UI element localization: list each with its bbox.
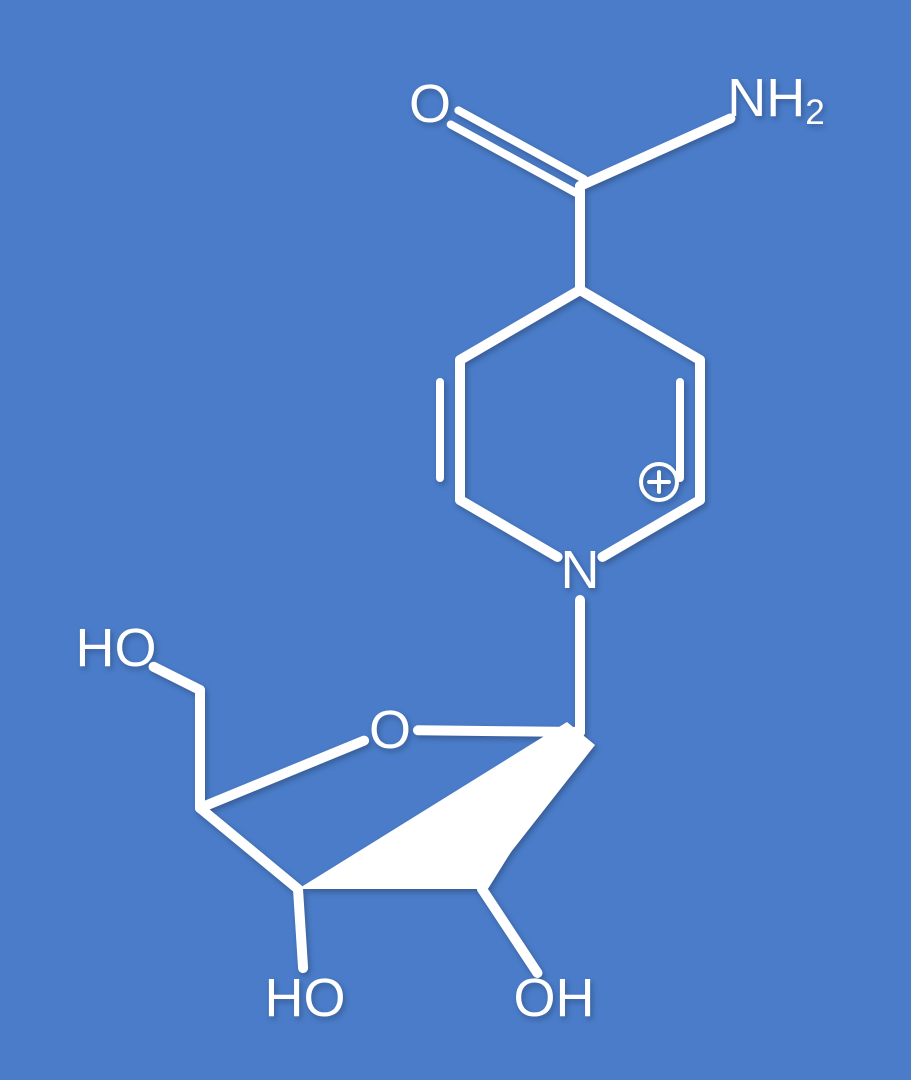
atom-label-OH_r: OH xyxy=(514,968,595,1028)
atom-label-NH2: NH2 xyxy=(727,68,825,132)
atom-label-HO_top: HO xyxy=(76,618,157,678)
atom-label-O_dbl: O xyxy=(409,74,451,134)
atom-label-N_ring: N xyxy=(561,540,600,600)
bond-single xyxy=(154,667,200,690)
bond-single xyxy=(482,889,537,973)
bond-single xyxy=(298,889,303,968)
molecule-diagram: O NH2 N O HO HO OH xyxy=(0,0,911,1080)
atom-label-O_ring: O xyxy=(369,700,411,760)
bond-single xyxy=(200,741,364,808)
bond-single xyxy=(460,500,558,557)
bond-single xyxy=(460,290,580,360)
bond-single xyxy=(602,500,700,557)
positive-charge-icon xyxy=(641,464,677,500)
bond-double xyxy=(458,110,583,179)
bond-single xyxy=(200,808,298,889)
atom-label-HO_l: HO xyxy=(265,968,346,1028)
bond-single xyxy=(580,290,700,360)
bond-single xyxy=(580,118,730,186)
